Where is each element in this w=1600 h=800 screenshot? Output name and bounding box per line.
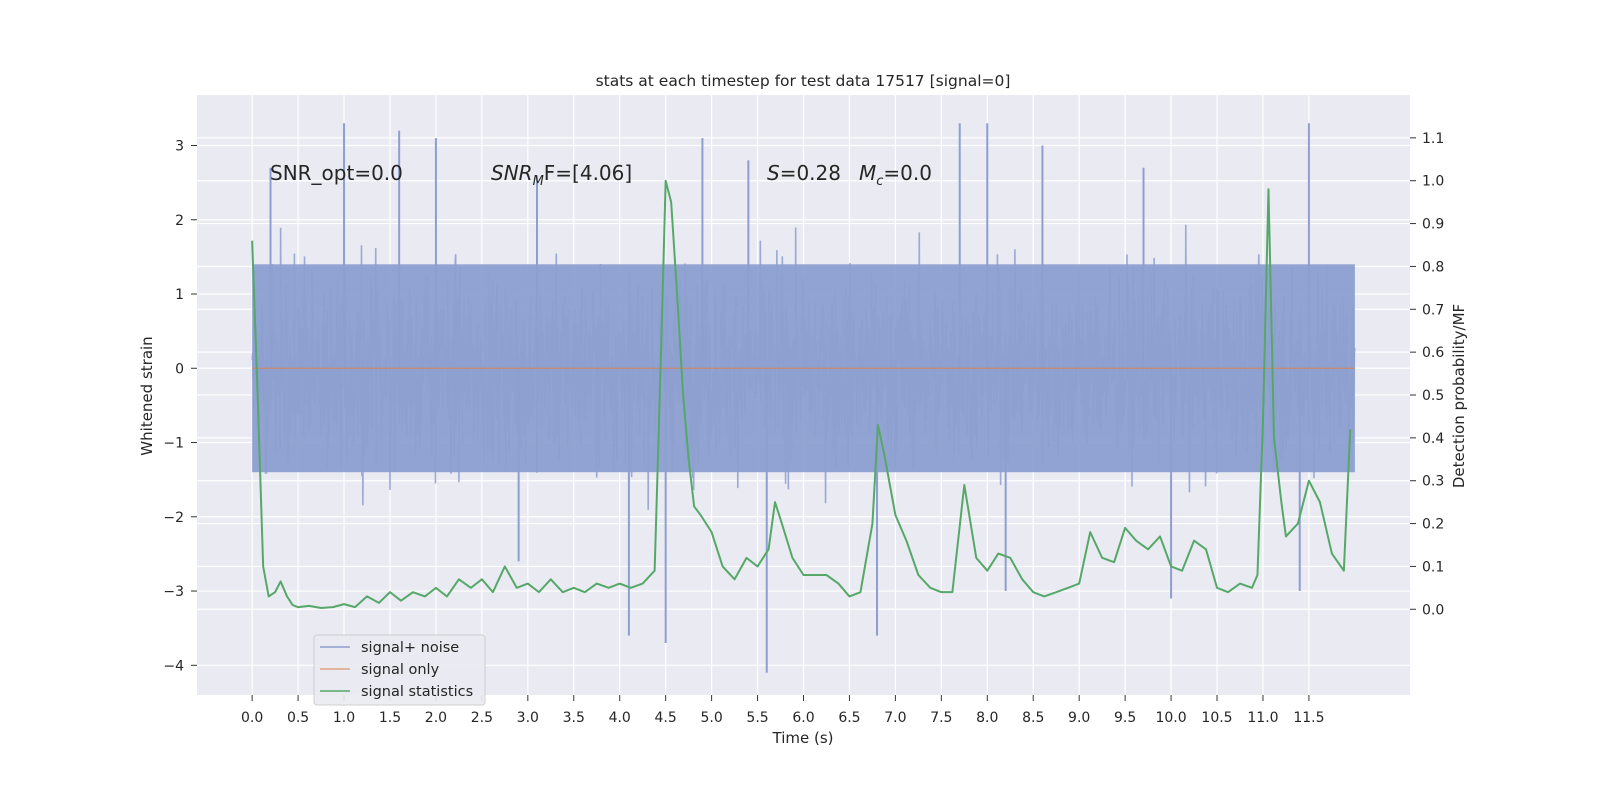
y-tick-label: 0 [175,361,184,377]
legend-label-noise: signal+ noise [361,640,459,656]
annotation-snr-mf-main: SNR [491,161,533,185]
x-tick-label: 6.5 [838,710,860,726]
x-tick-label: 7.0 [884,710,906,726]
x-tick-label: 5.5 [746,710,768,726]
x-tick-label: 0.0 [241,710,263,726]
annotation-mc-main: M [859,161,876,185]
annotation-s-main: S [767,161,780,185]
annotation-mc-sub: c [876,174,883,189]
statistics-path [251,179,1352,609]
annotation-snr-mf-sub: M [533,174,544,189]
x-tick-label: 2.0 [425,710,447,726]
x-tick-label: 2.5 [471,710,493,726]
annotation-snr-mf: SNRMF=[4.06] [491,161,632,189]
y2-tick-label: 0.2 [1422,517,1444,533]
x-axis-label: Time (s) [772,729,834,747]
x-tick-label: 7.5 [930,710,952,726]
x-tick-label: 8.5 [1022,710,1044,726]
annotation-s: S=0.28 [767,161,841,185]
annotation-mc-rest: =0.0 [883,161,932,185]
annotation-snr-opt: SNR_opt=0.0 [270,161,403,185]
y2-tick-label: 0.9 [1422,217,1444,233]
y-tick-label: 2 [175,213,184,229]
y2-axis-label: Detection probability/MF [1450,304,1468,488]
legend-label-statistics: signal statistics [361,684,473,700]
x-tick-label: 5.0 [700,710,722,726]
x-tick-label: 0.5 [287,710,309,726]
x-tick-label: 4.5 [655,710,677,726]
y-tick-label: −3 [163,584,184,600]
x-tick-label: 8.0 [976,710,998,726]
x-tick-label: 4.0 [609,710,631,726]
legend: signal+ noise signal only signal statist… [313,634,486,706]
x-tick-label: 1.5 [379,710,401,726]
x-tick-label: 3.0 [517,710,539,726]
y-tick-label: 3 [175,138,184,154]
y2-tick-label: 0.6 [1422,345,1444,361]
y2-tick-label: 0.1 [1422,559,1444,575]
x-tick-label: 6.0 [792,710,814,726]
annotation-mc: Mc=0.0 [859,161,932,189]
x-tick-label: 11.5 [1293,710,1324,726]
y-tick-label: 1 [175,287,184,303]
y2-tick-label: 0.0 [1422,602,1444,618]
y-axis-label: Whitened strain [138,336,156,455]
y-tick-label: −1 [163,436,184,452]
y-tick-label: −4 [163,658,184,674]
x-tick-label: 10.0 [1155,710,1186,726]
y2-tick-label: 1.1 [1422,131,1444,147]
x-tick-label: 1.0 [333,710,355,726]
x-tick-label: 3.5 [563,710,585,726]
x-tick-label: 9.5 [1114,710,1136,726]
y2-tick-label: 0.3 [1422,474,1444,490]
annotation-s-rest: =0.28 [780,161,841,185]
legend-box [313,634,486,706]
x-tick-label: 9.0 [1068,710,1090,726]
y2-tick-label: 0.8 [1422,259,1444,275]
y2-tick-label: 0.4 [1422,431,1444,447]
annotation-snr-mf-rest: F=[4.06] [544,161,632,185]
y2-tick-label: 1.0 [1422,174,1444,190]
x-tick-label: 11.0 [1247,710,1278,726]
chart-title: stats at each timestep for test data 175… [596,72,1011,90]
axis-ticks: 0.0 0.5 1.0 1.5 2.0 2.5 3.0 3.5 4.0 4.5 5.0 5.5 6.0 6… [163,131,1444,726]
legend-label-signal-only: signal only [361,662,440,678]
signal-statistics-line [251,179,1352,609]
y2-tick-label: 0.7 [1422,302,1444,318]
y-tick-label: −2 [163,510,184,526]
y2-tick-label: 0.5 [1422,388,1444,404]
x-tick-label: 10.5 [1201,710,1232,726]
